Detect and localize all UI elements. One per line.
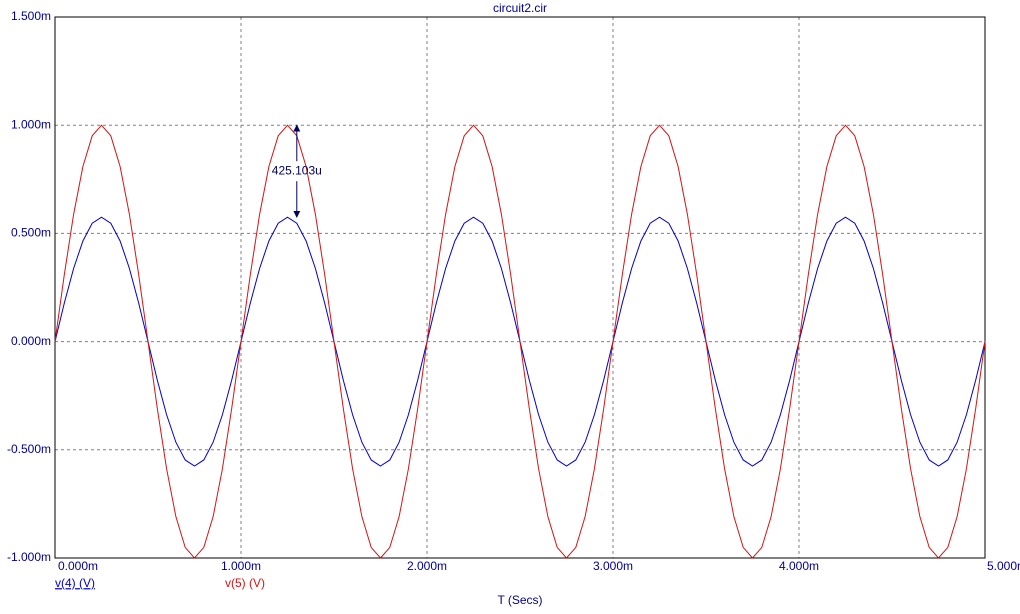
y-tick-label: 0.500m [11, 226, 51, 240]
legend-entry: v(4) (V) [55, 576, 95, 590]
plot-area [55, 17, 985, 558]
x-tick-label: 1.000m [221, 559, 261, 573]
x-tick-label: 3.000m [593, 559, 633, 573]
x-tick-label: 5.000m [987, 559, 1020, 573]
x-axis-label: T (Secs) [497, 593, 542, 607]
y-tick-label: -1.000m [7, 550, 51, 564]
series-line [54, 124, 986, 559]
y-tick-label: 0.000m [11, 334, 51, 348]
y-tick-label: 1.000m [11, 117, 51, 131]
x-tick-label: 2.000m [407, 559, 447, 573]
x-tick-label: 4.000m [779, 559, 819, 573]
plot-border [54, 16, 986, 559]
legend-entry: v(5) (V) [225, 576, 265, 590]
y-tick-label: -0.500m [7, 442, 51, 456]
chart-title: circuit2.cir [493, 1, 547, 15]
y-tick-label: 1.500m [11, 9, 51, 23]
x-tick-label: 0.000m [58, 559, 98, 573]
annotation-text: 425.103u [272, 163, 322, 177]
